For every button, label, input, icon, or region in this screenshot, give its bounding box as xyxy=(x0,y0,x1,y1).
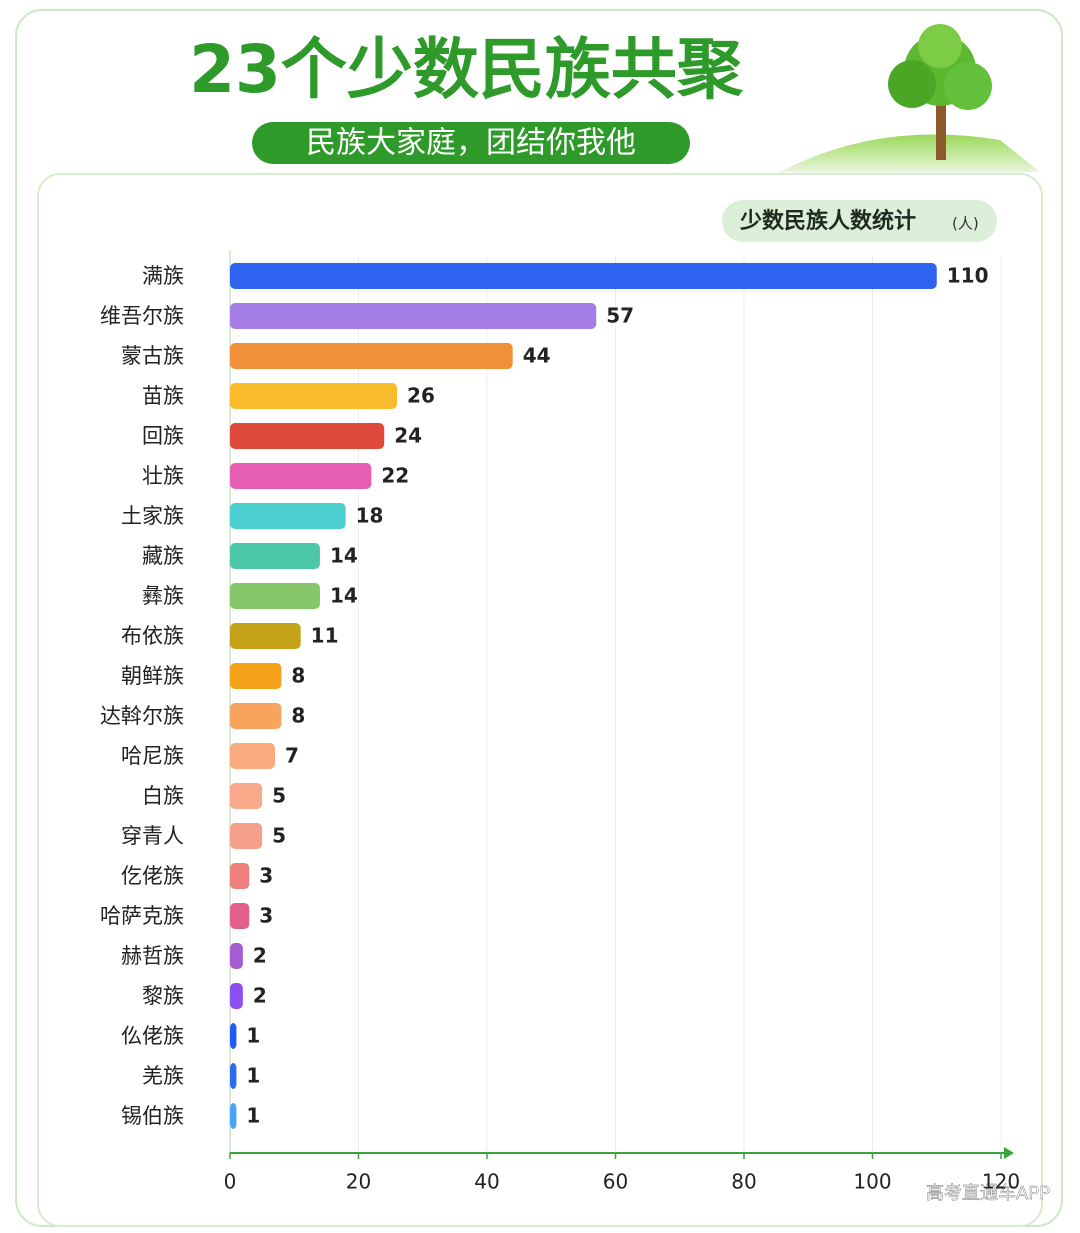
y-tick-label: 布依族 xyxy=(121,624,184,648)
bar xyxy=(230,383,398,409)
tree-decoration xyxy=(780,24,1040,172)
value-label: 18 xyxy=(356,504,384,528)
x-tick-label: 120 xyxy=(982,1170,1020,1194)
y-tick-label: 白族 xyxy=(142,784,184,808)
bar xyxy=(230,263,937,289)
chart-card xyxy=(37,173,1043,1227)
x-axis-arrow xyxy=(1004,1147,1014,1159)
value-label: 8 xyxy=(291,704,305,728)
y-tick-label: 仡佬族 xyxy=(121,864,184,888)
bar xyxy=(230,1103,237,1129)
y-tick-label: 达斡尔族 xyxy=(100,704,184,728)
bar xyxy=(230,623,301,649)
value-label: 14 xyxy=(330,584,358,608)
value-label: 24 xyxy=(394,424,422,448)
x-tick-label: 100 xyxy=(853,1170,891,1194)
y-tick-label: 哈萨克族 xyxy=(100,904,184,928)
bar xyxy=(230,423,385,449)
value-label: 1 xyxy=(246,1104,260,1128)
y-tick-label: 赫哲族 xyxy=(121,944,184,968)
x-tick-label: 20 xyxy=(346,1170,371,1194)
bar xyxy=(230,1023,237,1049)
watermark: 高考直通车APP xyxy=(926,1183,1050,1204)
title: 23个少数民族共聚 xyxy=(189,31,744,108)
value-label: 57 xyxy=(606,304,634,328)
bar xyxy=(230,703,282,729)
value-label: 7 xyxy=(285,744,299,768)
subtitle-pill xyxy=(252,122,690,164)
bar xyxy=(230,783,263,809)
bar xyxy=(230,503,346,529)
y-tick-label: 锡伯族 xyxy=(121,1104,184,1128)
y-tick-label: 穿青人 xyxy=(121,824,184,848)
bar xyxy=(230,583,320,609)
y-tick-label: 回族 xyxy=(142,424,184,448)
bar xyxy=(230,823,263,849)
value-label: 14 xyxy=(330,544,358,568)
y-tick-label: 维吾尔族 xyxy=(100,304,184,328)
value-label: 26 xyxy=(407,384,435,408)
y-tick-label: 藏族 xyxy=(142,544,184,568)
value-label: 2 xyxy=(253,984,267,1008)
bar xyxy=(230,863,250,889)
y-tick-label: 彝族 xyxy=(142,584,184,608)
bar xyxy=(230,463,372,489)
x-tick-label: 40 xyxy=(474,1170,499,1194)
bar xyxy=(230,303,597,329)
value-label: 5 xyxy=(272,784,286,808)
bar xyxy=(230,663,282,689)
panel-label: 少数民族人数统计 xyxy=(739,208,916,234)
bar xyxy=(230,543,320,569)
value-label: 2 xyxy=(253,944,267,968)
value-label: 1 xyxy=(246,1024,260,1048)
value-label: 5 xyxy=(272,824,286,848)
x-tick-label: 60 xyxy=(603,1170,628,1194)
y-tick-label: 仫佬族 xyxy=(121,1024,184,1048)
value-label: 3 xyxy=(259,864,273,888)
subtitle: 民族大家庭，团结你我他 xyxy=(306,126,636,161)
y-tick-label: 哈尼族 xyxy=(121,744,184,768)
y-tick-label: 土家族 xyxy=(121,504,184,528)
bar xyxy=(230,1063,237,1089)
y-tick-label: 蒙古族 xyxy=(121,344,184,368)
value-label: 8 xyxy=(291,664,305,688)
bar xyxy=(230,983,243,1009)
y-tick-label: 羌族 xyxy=(142,1064,184,1088)
y-tick-label: 朝鲜族 xyxy=(121,664,184,688)
x-tick-label: 0 xyxy=(224,1170,237,1194)
x-tick-label: 80 xyxy=(731,1170,756,1194)
bar xyxy=(230,743,275,769)
bar xyxy=(230,943,243,969)
panel-label-pill xyxy=(722,200,997,242)
value-label: 110 xyxy=(947,264,989,288)
y-tick-label: 壮族 xyxy=(142,464,184,488)
value-label: 11 xyxy=(311,624,339,648)
bar xyxy=(230,903,250,929)
unit-label: (人) xyxy=(952,215,979,233)
value-label: 3 xyxy=(259,904,273,928)
value-label: 44 xyxy=(523,344,551,368)
bar xyxy=(230,343,513,369)
y-tick-label: 黎族 xyxy=(142,984,184,1008)
y-tick-label: 苗族 xyxy=(142,384,184,408)
value-label: 1 xyxy=(246,1064,260,1088)
value-label: 22 xyxy=(381,464,409,488)
y-tick-label: 满族 xyxy=(142,264,184,288)
